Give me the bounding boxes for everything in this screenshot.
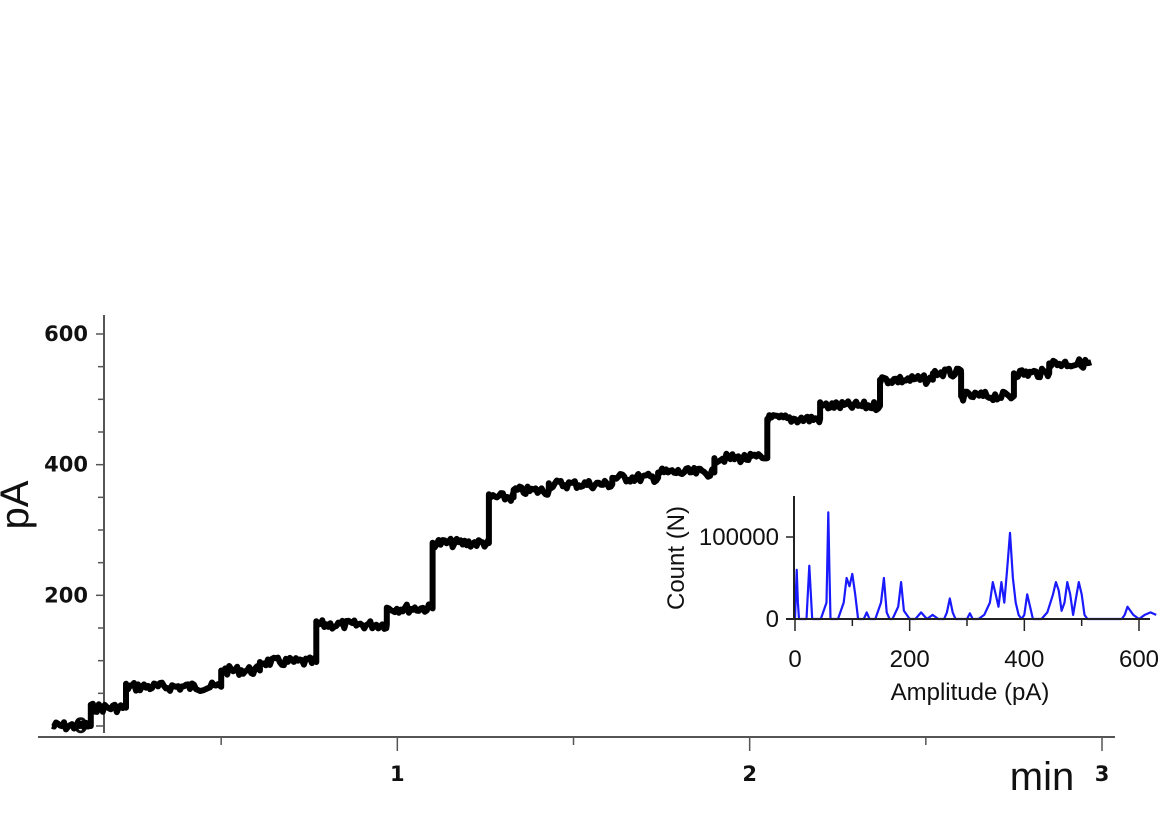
- main-plot: 0 200 400 600 1 2 3 pA min: [0, 315, 1115, 799]
- main-x-tick-label: 3: [1095, 762, 1110, 786]
- main-series: [51, 356, 1093, 733]
- main-current-trace: [51, 356, 1093, 733]
- inset-histogram-trace: [793, 511, 1157, 621]
- inset-x-tick-label: 200: [890, 646, 930, 673]
- inset-x-ticks: 0 200 400 600: [788, 619, 1159, 673]
- inset-y-tick-label: 0: [766, 606, 779, 633]
- inset-y-ticks: 0 100000: [699, 524, 794, 633]
- inset-x-tick-label: 400: [1004, 646, 1044, 673]
- inset-series: [793, 511, 1157, 621]
- main-x-tick-label: 1: [390, 762, 405, 786]
- main-y-tick-label: 400: [44, 453, 88, 477]
- main-y-tick-label: 200: [44, 583, 88, 607]
- main-x-axis-label: min: [1010, 755, 1074, 799]
- inset-x-axis-label: Amplitude (pA): [891, 679, 1050, 706]
- inset-plot: 0 100000 0 200 400 600 Count (N) Amplitude (…: [663, 496, 1159, 706]
- inset-y-tick-label: 100000: [699, 524, 779, 551]
- main-y-axis-label: pA: [0, 480, 37, 529]
- inset-y-axis-label: Count (N): [663, 506, 690, 610]
- main-y-tick-label: 600: [44, 322, 88, 346]
- inset-x-tick-label: 600: [1119, 646, 1159, 673]
- main-x-ticks: 1 2 3: [220, 737, 1110, 786]
- inset-x-tick-label: 0: [788, 646, 801, 673]
- main-x-tick-label: 2: [742, 762, 757, 786]
